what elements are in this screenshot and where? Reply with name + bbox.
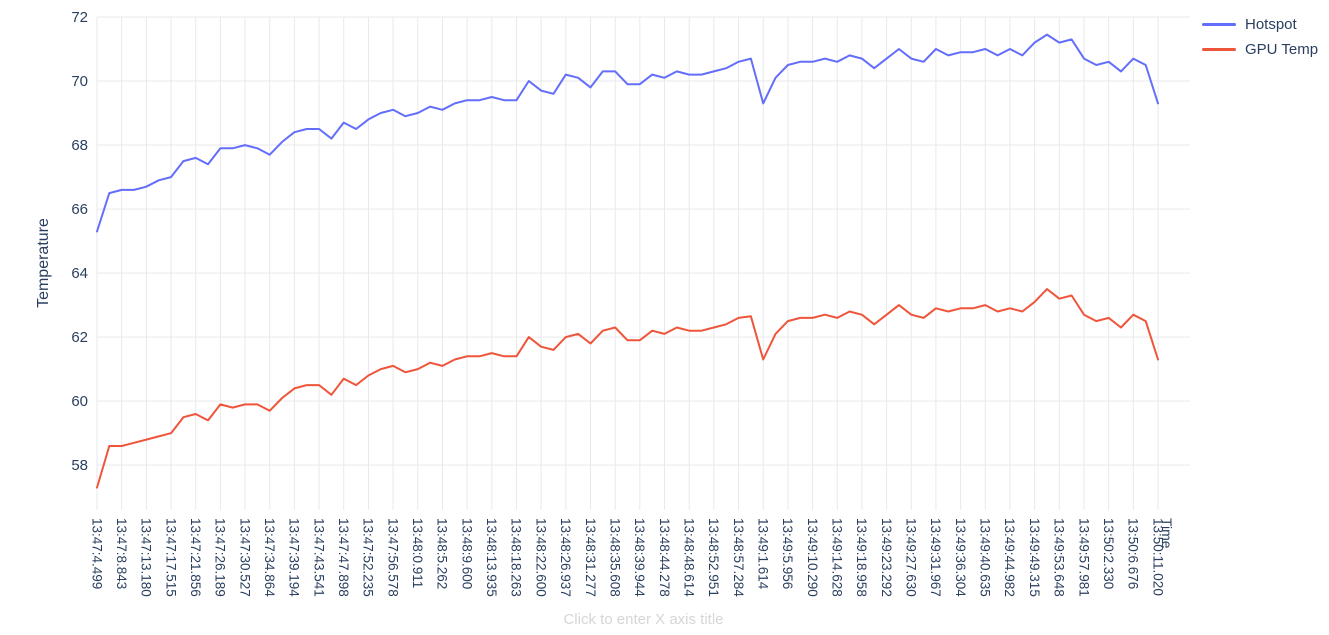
x-tick-label: 13:47:26.189 <box>213 518 228 597</box>
x-tick-label: 13:47:30.527 <box>237 518 252 597</box>
x-tick-label: 13:47:34.864 <box>262 518 277 597</box>
x-tick-label: 13:49:57.981 <box>1076 518 1091 597</box>
x-tick-label: 13:48:57.284 <box>731 518 746 597</box>
legend-label-hotspot: Hotspot <box>1245 16 1297 33</box>
y-tick-label: 64 <box>71 265 88 282</box>
x-tick-label: 13:48:39.944 <box>632 518 647 597</box>
x-tick-label: 13:49:36.304 <box>953 518 968 597</box>
x-tick-label: 13:47:21.856 <box>188 518 203 597</box>
x-tick-label: 13:47:4.499 <box>89 518 104 589</box>
y-tick-label: 60 <box>71 393 88 410</box>
y-tick-label: 70 <box>71 73 88 90</box>
y-tick-label: 72 <box>71 9 88 26</box>
x-tick-label: 13:48:31.277 <box>583 518 598 597</box>
x-axis-label[interactable]: Time <box>1159 518 1175 549</box>
x-tick-label: 13:48:35.608 <box>607 518 622 597</box>
x-tick-label: 13:49:53.648 <box>1052 518 1067 597</box>
gpu-temp-line-swatch-icon <box>1202 48 1236 51</box>
y-tick-label: 58 <box>71 457 88 474</box>
x-tick-label: 13:47:8.843 <box>114 518 129 589</box>
x-tick-label: 13:48:26.937 <box>558 518 573 597</box>
x-tick-label: 13:50:2.330 <box>1101 518 1116 589</box>
x-tick-label: 13:49:44.982 <box>1002 518 1017 597</box>
x-tick-label: 13:48:9.600 <box>459 518 474 589</box>
x-tick-label: 13:48:52.951 <box>706 518 721 597</box>
legend-item-hotspot[interactable]: Hotspot <box>1202 16 1318 33</box>
x-tick-label: 13:48:18.263 <box>509 518 524 597</box>
x-tick-label: 13:49:40.635 <box>978 518 993 597</box>
y-axis-title[interactable]: Temperature <box>35 218 52 308</box>
x-tick-label: 13:47:43.541 <box>311 518 326 597</box>
legend-label-gpu-temp: GPU Temp <box>1245 41 1319 58</box>
x-tick-label: 13:48:13.935 <box>484 518 499 597</box>
x-tick-label: 13:50:11.020 <box>1150 518 1165 596</box>
legend: Hotspot GPU Temp <box>1202 16 1318 58</box>
y-tick-label: 62 <box>71 329 88 346</box>
x-tick-label: 13:49:10.290 <box>805 518 820 597</box>
x-tick-label: 13:48:44.278 <box>657 518 672 597</box>
y-tick-label: 68 <box>71 137 88 154</box>
x-tick-label: 13:49:18.958 <box>854 518 869 597</box>
hotspot-line-swatch-icon <box>1202 23 1236 26</box>
x-tick-label: 13:48:22.600 <box>533 518 548 597</box>
x-tick-label: 13:48:5.262 <box>435 518 450 589</box>
x-tick-label: 13:47:17.515 <box>163 518 178 597</box>
legend-item-gpu-temp[interactable]: GPU Temp <box>1202 41 1318 58</box>
x-tick-label: 13:47:47.898 <box>336 518 351 597</box>
x-tick-label: 13:49:31.967 <box>928 518 943 597</box>
series-line-hotspot <box>96 33 1159 233</box>
x-tick-label: 13:50:6.676 <box>1126 518 1141 589</box>
x-tick-label: 13:49:5.956 <box>780 518 795 589</box>
x-axis-title-placeholder[interactable]: Click to enter X axis title <box>563 611 724 628</box>
x-tick-label: 13:48:48.614 <box>681 518 696 597</box>
x-tick-label: 13:47:56.578 <box>385 518 400 597</box>
x-tick-label: 13:49:1.614 <box>755 518 770 590</box>
series-line-gpu-temp <box>96 288 1159 489</box>
y-tick-label: 66 <box>71 201 88 218</box>
x-tick-label: 13:49:14.628 <box>830 518 845 597</box>
x-tick-label: 13:47:13.180 <box>139 518 154 597</box>
x-tick-label: 13:48:0.911 <box>410 518 425 588</box>
x-tick-label: 13:49:49.315 <box>1027 518 1042 597</box>
x-tick-label: 13:49:27.630 <box>904 518 919 597</box>
x-tick-label: 13:49:23.292 <box>879 518 894 597</box>
x-tick-label: 13:47:52.235 <box>361 518 376 597</box>
x-tick-label: 13:47:39.194 <box>287 518 302 597</box>
